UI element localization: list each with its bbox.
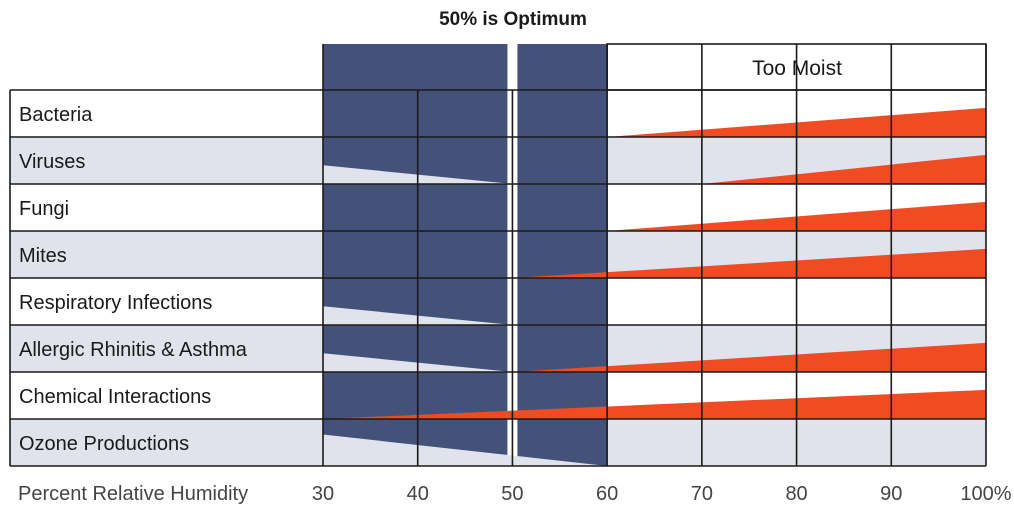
row-label: Viruses [19, 151, 85, 173]
x-tick-label: 30 [312, 483, 334, 505]
risk-wedge [323, 389, 986, 419]
x-tick-label: 60 [596, 483, 618, 505]
risk-wedge [512, 248, 986, 278]
x-tick-label: 50 [501, 483, 523, 505]
chart-title: 50% is Optimum [439, 9, 587, 30]
optimum-band [323, 44, 608, 466]
x-tick-label: 90 [880, 483, 902, 505]
x-tick-label: 80 [785, 483, 807, 505]
row-label: Chemical Interactions [19, 386, 211, 408]
row-label: Allergic Rhinitis & Asthma [19, 339, 248, 361]
row-label: Mites [19, 245, 67, 267]
risk-wedge [512, 342, 986, 372]
grid-lines [9, 43, 987, 467]
x-tick-labels: 30 40 50 60 70 80 90 100% [312, 483, 1012, 505]
x-tick-label: 100% [960, 483, 1011, 505]
x-tick-label: 70 [691, 483, 713, 505]
x-tick-label: 40 [407, 483, 429, 505]
row-labels: Bacteria Viruses Fungi Mites Respiratory Inf… [19, 104, 248, 455]
row-label: Bacteria [19, 104, 93, 126]
optimum-band-group [323, 44, 608, 466]
too-moist-label: Too Moist [752, 57, 842, 80]
too-dry-wedge [323, 434, 608, 466]
row-label: Fungi [19, 198, 69, 220]
row-label: Respiratory Infections [19, 292, 212, 314]
risk-wedge [701, 154, 986, 184]
x-axis-label: Percent Relative Humidity [18, 483, 248, 505]
row-label: Ozone Productions [19, 433, 189, 455]
